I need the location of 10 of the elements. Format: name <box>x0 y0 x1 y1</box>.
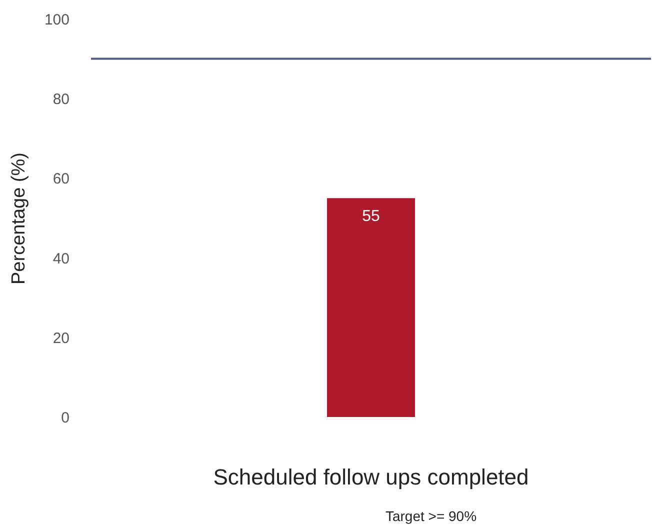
y-tick-label: 40 <box>52 250 70 268</box>
x-tick-label: Scheduled follow ups completed <box>213 464 529 490</box>
y-tick-label: 20 <box>52 330 70 347</box>
data-label: 55 <box>362 208 380 226</box>
text: Target >= 90% <box>385 508 477 524</box>
y-axis-title: Percentage (%) <box>8 152 30 285</box>
y-tick-label: 0 <box>61 410 70 426</box>
y-tick-label: 100 <box>44 12 70 28</box>
y-tick-label: 60 <box>52 170 70 188</box>
y-tick-label: 80 <box>52 91 70 108</box>
